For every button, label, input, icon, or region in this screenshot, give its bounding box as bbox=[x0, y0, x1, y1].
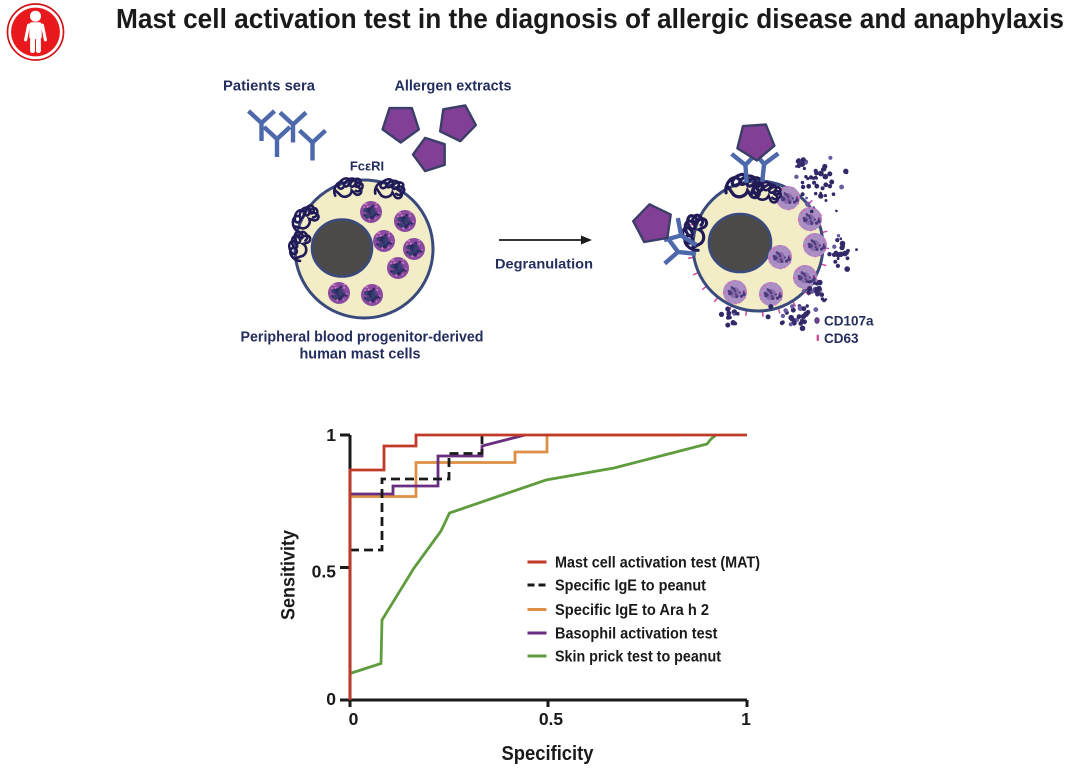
svg-text:Mast cell activation test in t: Mast cell activation test in the diagnos… bbox=[116, 3, 1064, 34]
svg-text:0: 0 bbox=[349, 709, 359, 729]
svg-text:Specific IgE to peanut: Specific IgE to peanut bbox=[555, 578, 706, 595]
svg-text:Allergen extracts: Allergen extracts bbox=[395, 79, 512, 95]
svg-text:Sensitivity: Sensitivity bbox=[278, 530, 300, 620]
svg-text:CD107a: CD107a bbox=[824, 314, 874, 329]
svg-text:Mast cell activation test (MAT: Mast cell activation test (MAT) bbox=[555, 555, 760, 572]
svg-text:1: 1 bbox=[326, 425, 336, 445]
svg-text:Degranulation: Degranulation bbox=[495, 256, 593, 272]
svg-text:FcεRI: FcεRI bbox=[350, 159, 384, 174]
svg-text:Peripheral blood progenitor-de: Peripheral blood progenitor-derived bbox=[241, 329, 484, 346]
svg-text:0.5: 0.5 bbox=[312, 562, 337, 582]
svg-text:CD63: CD63 bbox=[824, 331, 859, 346]
svg-text:Patients sera: Patients sera bbox=[223, 79, 316, 95]
svg-text:Basophil activation test: Basophil activation test bbox=[555, 626, 718, 643]
svg-text:0: 0 bbox=[326, 689, 336, 709]
svg-text:0.5: 0.5 bbox=[539, 709, 564, 729]
svg-text:Specificity: Specificity bbox=[502, 743, 595, 765]
svg-text:Skin prick test to peanut: Skin prick test to peanut bbox=[555, 649, 721, 666]
svg-text:Specific IgE to Ara h 2: Specific IgE to Ara h 2 bbox=[555, 602, 709, 619]
svg-text:human mast cells: human mast cells bbox=[300, 346, 421, 363]
svg-text:1: 1 bbox=[741, 709, 751, 729]
